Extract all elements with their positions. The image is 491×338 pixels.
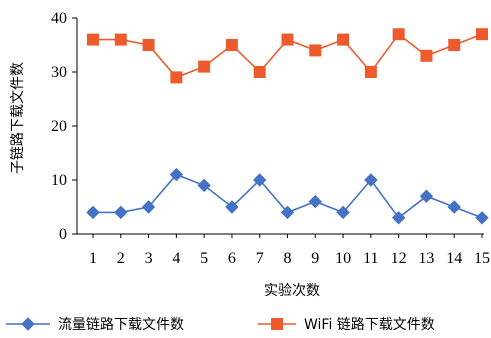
x-tick-label: 12	[391, 250, 407, 267]
series-2-point	[198, 60, 211, 73]
legend-label: 流量链路下载文件数	[58, 317, 184, 333]
x-tick-label: 15	[474, 250, 490, 267]
series-2-point	[392, 28, 405, 41]
series-2-point	[87, 33, 99, 46]
y-tick-label: 40	[51, 10, 67, 27]
series-2-point	[281, 33, 294, 46]
series-1-point	[169, 167, 184, 182]
series-1-point	[447, 200, 461, 214]
x-tick-label: 1	[89, 250, 97, 267]
series-1-point	[253, 173, 267, 187]
x-tick-label: 6	[228, 250, 236, 267]
x-tick-label: 13	[418, 250, 434, 267]
series-2-point	[309, 44, 322, 57]
x-tick-label: 4	[172, 250, 180, 267]
series-2-point	[253, 66, 266, 78]
y-axis-title: 子链路下载文件数	[10, 62, 26, 174]
series-2-point	[114, 33, 127, 46]
series-1-point	[308, 194, 322, 209]
x-tick-label: 2	[117, 250, 125, 267]
x-tick-label: 14	[446, 250, 462, 267]
series-2-point	[364, 66, 377, 78]
legend-item-1: 流量链路下载文件数	[6, 317, 184, 333]
series-2-point	[337, 33, 350, 46]
series-1-point	[391, 211, 406, 225]
x-tick-label: 9	[311, 250, 319, 267]
series-1-point	[225, 200, 239, 214]
series-1-point	[475, 211, 489, 225]
series-group	[86, 28, 489, 225]
series-1-point	[114, 205, 128, 220]
legend-marker	[271, 318, 283, 330]
series-2-point	[476, 28, 488, 41]
series-2-point	[170, 71, 183, 84]
legend: 流量链路下载文件数 WiFi 链路下载文件数	[6, 317, 435, 333]
legend-label: WiFi 链路下载文件数	[304, 317, 435, 333]
y-tick-label: 0	[59, 226, 67, 243]
series-1-point	[364, 173, 378, 187]
y-tick-label: 30	[51, 64, 67, 81]
series-1	[86, 167, 489, 225]
series-1-point	[197, 178, 211, 193]
x-tick-label: 3	[145, 250, 153, 267]
y-tick-label: 20	[51, 118, 67, 135]
series-1-point	[141, 200, 156, 214]
legend-item-2: WiFi 链路下载文件数	[258, 317, 435, 333]
x-axis: 1 2 3 4 5 6 7 8 9 10 11 12 13 14 15	[77, 233, 490, 267]
y-tick-label: 10	[51, 172, 67, 189]
legend-marker	[21, 317, 35, 331]
series-2	[87, 28, 488, 84]
series-1-point	[280, 205, 295, 220]
x-axis-title: 实验次数	[264, 283, 320, 299]
y-axis: 0 10 20 30 40	[51, 10, 78, 243]
series-2-point	[448, 39, 461, 51]
series-2-point	[225, 39, 238, 51]
x-tick-label: 7	[256, 250, 264, 267]
x-tick-label: 10	[335, 250, 351, 267]
series-1-point	[336, 205, 350, 220]
x-tick-label: 5	[200, 250, 208, 267]
series-2-point	[420, 49, 433, 62]
x-tick-label: 8	[284, 250, 292, 267]
series-1-point	[419, 189, 434, 203]
series-1-point	[86, 205, 100, 220]
series-2-point	[142, 39, 155, 51]
x-tick-label: 11	[363, 250, 378, 267]
